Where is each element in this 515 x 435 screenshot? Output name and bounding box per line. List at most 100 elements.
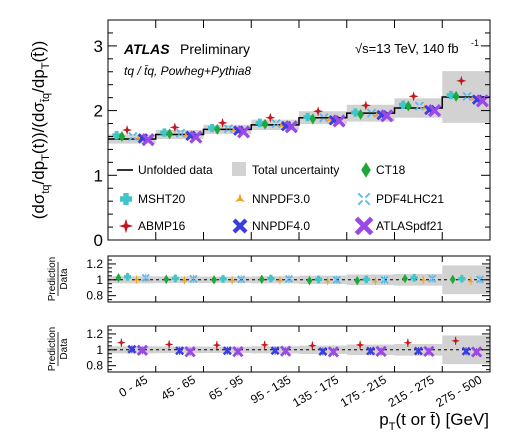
r2-nnpdf40-marker [175,346,185,356]
main-pdf4lhc21-marker [319,113,329,123]
ratio1-x-ticks [107,256,491,302]
r2-abmp16-marker [117,338,126,347]
legend-pdf4lhc21-marker [357,192,371,206]
r1-pdf4lhc21-marker [475,275,485,284]
r1-ct18-marker [163,274,170,284]
main-ct18-marker [261,118,269,130]
plot-header: ATLAS Preliminary √s=13 TeV, 140 fb -1 t… [123,38,479,78]
main-atlaspdf21-marker [189,130,203,144]
main-abmp16-marker [313,106,324,117]
y-tick-label: 3 [94,37,103,56]
svg-text:Prediction: Prediction [47,327,58,371]
r1-msht20-marker [410,274,418,282]
legend-nnpdf40-marker [232,218,248,234]
y-tick-label: 0.8 [86,289,103,303]
svg-text:Data: Data [59,268,70,290]
legend-abmp16-marker [118,218,134,234]
ratio-uncertainty-band [251,276,299,284]
r2-atlaspdf21-marker [184,346,196,358]
x-category-label: 135 - 175 [290,372,341,410]
y-tick-label: 1 [94,166,103,185]
r1-msht20-marker [171,274,179,282]
legend-ct18-marker [361,162,371,178]
legend-band-icon [232,162,246,176]
main-ct18-marker [357,109,364,120]
main-msht20-marker [255,118,265,128]
prediction-markers [112,75,489,147]
r2-atlaspdf21-marker [279,345,292,357]
r1-ct18-marker [211,275,217,285]
main-msht20-marker [207,123,217,133]
legend-label-total-uncertainty: Total uncertainty [252,163,339,177]
main-ct18-marker [166,128,173,140]
legend-label-pdf4lhc21: PDF4LHC21 [376,192,444,206]
main-abmp16-marker [408,91,419,102]
r2-abmp16-marker [355,340,365,350]
main-atlaspdf21-marker [237,125,251,139]
r1-ct18-marker [354,275,361,286]
x-category-label: 45 - 65 [158,372,198,403]
main-y-axis-title: (dσtq/dpT(t))/(dσt̄q/dpT(t̄)) [29,41,52,220]
main-y-ticks: 0 1 2 3 [94,19,490,250]
r1-pdf4lhc21-marker [284,274,294,283]
ratio2-x-ticks [107,326,491,372]
r1-nnpdf30-marker [229,276,236,283]
main-abmp16-marker [456,75,467,86]
main-x-ticks [107,20,491,240]
r1-nnpdf30-marker [181,276,188,283]
main-atlaspdf21-marker [332,114,346,128]
energy-unit-sup: -1 [471,38,479,48]
r2-atlaspdf21-marker [423,345,435,357]
ratio-uncertainty-band [394,273,443,286]
ratio2-y-title: Prediction Data [47,327,70,371]
y-tick-label: 2 [94,102,103,121]
r2-abmp16-marker [164,340,174,349]
r2-atlaspdf21-marker [327,346,340,358]
r1-nnpdf30-marker [133,275,140,282]
r1-pdf4lhc21-marker [189,274,198,283]
main-pdf4lhc21-marker [414,101,424,111]
main-pdf4lhc21-marker [223,124,233,134]
ct18-marker-icon [361,162,371,178]
energy-label: √s=13 TeV, 140 fb [355,41,459,56]
process-label: tq / t̄q, Powheg+Pythia8 [124,64,251,78]
ratio2-markers [117,336,483,358]
r2-nnpdf40-marker [127,344,137,354]
main-pdf4lhc21-marker [128,131,138,142]
r1-nnpdf30-marker [276,276,284,283]
r2-atlaspdf21-marker [375,345,387,358]
main-pdf4lhc21-marker [462,91,472,101]
main-abmp16-marker [169,122,180,133]
y-tick-label: 1 [96,273,103,287]
legend-label-unfolded-data: Unfolded data [138,163,213,177]
r2-nnpdf40-marker [222,346,232,356]
ratio1-y-title: Prediction Data [47,257,70,301]
r1-msht20-marker [123,273,132,281]
main-ct18-marker [452,90,460,102]
r2-nnpdf40-marker [270,346,280,356]
msht20-marker-icon [119,193,132,205]
r1-msht20-marker [314,275,323,283]
r2-atlaspdf21-marker [470,346,483,358]
ratio-uncertainty-band [299,275,347,284]
y-tick-label: 1 [96,343,103,357]
r1-nnpdf30-marker [324,277,331,283]
x-axis-title: pT(t or t̄) [GeV] [379,410,489,433]
x-category-label: 275 - 500 [433,372,484,410]
r2-nnpdf40-marker [461,346,471,356]
main-ct18-marker [404,100,412,112]
main-msht20-marker [160,128,169,137]
ratio-uncertainty-band [155,276,204,284]
legend-atlaspdf21-marker [354,216,374,236]
main-ct18-marker [118,131,126,142]
x-category-label: 0 - 45 [117,372,151,400]
main-pdf4lhc21-marker [271,118,281,129]
r1-nnpdf30-marker [467,277,475,283]
status-label: Preliminary [180,41,250,57]
x-category-label: 175 - 215 [338,372,389,410]
svg-text:pT(t or t̄) [GeV]: pT(t or t̄) [GeV] [379,410,489,433]
main-panel: 0 1 2 3 [94,19,491,250]
x-category-label: 95 - 135 [248,372,293,406]
